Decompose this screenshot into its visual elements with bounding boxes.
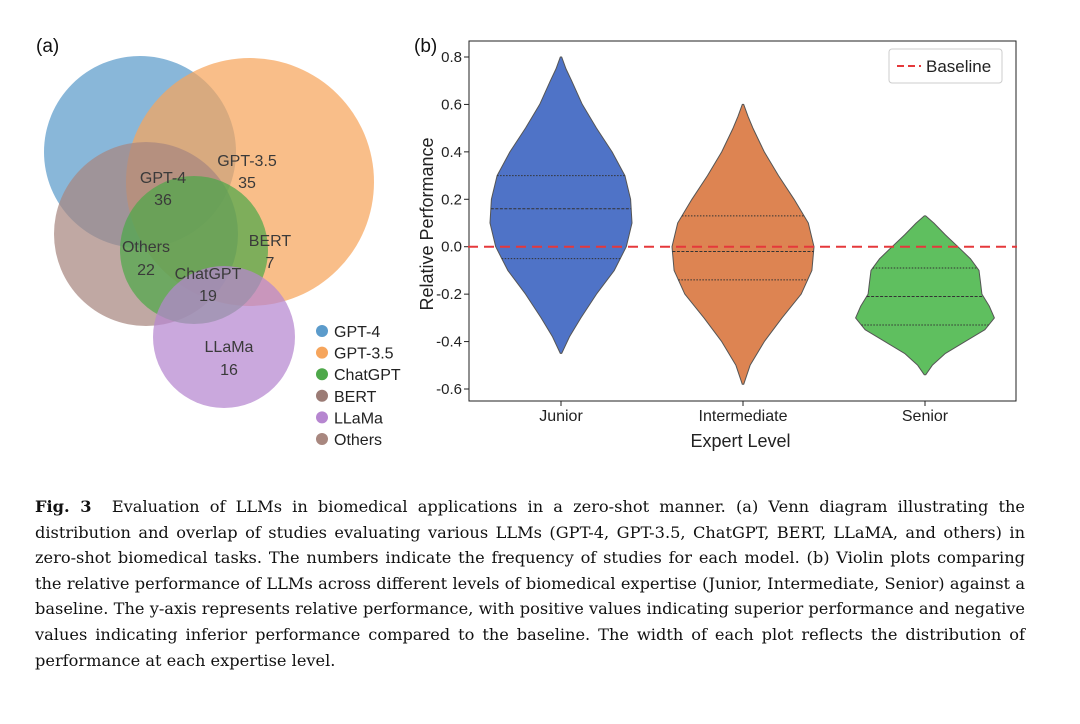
legend-baseline-label: Baseline: [926, 57, 991, 76]
venn-set-count-gpt-3-5: 35: [238, 175, 256, 192]
venn-set-label-llama: LLaMa: [205, 339, 254, 356]
venn-legend-label-bert: BERT: [334, 389, 377, 406]
violin-bodies: [489, 56, 995, 385]
venn-legend-label-gpt-3-5: GPT-3.5: [334, 346, 394, 363]
violin-body-senior: [855, 215, 995, 376]
x-tick-label-junior: Junior: [539, 408, 583, 425]
venn-set-label-gpt-3-5: GPT-3.5: [217, 153, 277, 170]
y-tick-label: 0.2: [441, 191, 462, 208]
venn-legend-marker-llama: [316, 411, 328, 424]
venn-set-count-bert: 7: [266, 255, 275, 272]
venn-set-count-llama: 16: [220, 362, 238, 379]
venn-circle-llama: [153, 266, 295, 408]
violin-overlay: Baseline: [468, 48, 1017, 326]
venn-legend-marker-gpt-4: [316, 325, 328, 337]
venn-set-label-chatgpt: ChatGPT: [175, 266, 242, 283]
venn-legend-marker-gpt-3-5: [316, 346, 328, 359]
violin-legend: Baseline: [888, 48, 1003, 84]
y-tick-label: -0.2: [436, 286, 462, 303]
panel-label-a: (a): [36, 36, 60, 57]
figure-caption: Fig. 3 Evaluation of LLMs in biomedical …: [35, 494, 1025, 673]
violin-body-junior: [489, 56, 633, 354]
venn-circles: [44, 56, 374, 408]
venn-set-label-bert: BERT: [249, 233, 292, 250]
y-axis-label: Relative Performance: [417, 137, 437, 310]
venn-set-count-chatgpt: 19: [199, 288, 217, 305]
violin-axes: 0.8 0.6 0.4 0.2 0.0 -0.2 -0.4 -0.6 Junior Interme…: [417, 40, 1017, 451]
x-axis-label: Expert Level: [690, 431, 790, 451]
violin-body-intermediate: [671, 103, 815, 385]
y-tick-label: -0.4: [436, 334, 462, 351]
caption-text: Evaluation of LLMs in biomedical applica…: [35, 497, 1025, 670]
y-tick-label: 0.6: [441, 96, 462, 113]
venn-set-label-gpt-4: GPT-4: [140, 170, 186, 187]
venn-legend-label-gpt-4: GPT-4: [334, 324, 380, 341]
caption-prefix: Fig. 3: [35, 497, 92, 516]
venn-labels: GPT-4 36 GPT-3.5 35 ChatGPT 19 BERT 7 LLaMa 16 Oth…: [122, 153, 291, 379]
x-tick-label-intermediate: Intermediate: [699, 408, 788, 425]
venn-set-label-others: Others: [122, 239, 170, 256]
y-tick-label: 0.0: [441, 239, 462, 256]
legend-box: [888, 48, 1003, 84]
y-tick-label: 0.8: [441, 49, 462, 66]
venn-legend-label-llama: LLaMa: [334, 410, 383, 427]
x-tick-label-senior: Senior: [902, 408, 949, 425]
y-tick-label: 0.4: [441, 144, 462, 161]
panel-label-b: (b): [414, 36, 438, 57]
venn-set-count-others: 22: [137, 262, 155, 279]
y-tick-label: -0.6: [436, 381, 462, 398]
venn-legend-marker-others: [316, 433, 328, 445]
venn-legend: GPT-4 GPT-3.5 ChatGPT BERT LLaMa Others: [316, 324, 401, 449]
venn-legend-label-others: Others: [334, 432, 382, 449]
venn-legend-marker-bert: [316, 389, 328, 402]
venn-set-count-gpt-4: 36: [154, 192, 172, 209]
venn-legend-marker-chatgpt: [316, 368, 328, 381]
venn-legend-label-chatgpt: ChatGPT: [334, 367, 401, 384]
